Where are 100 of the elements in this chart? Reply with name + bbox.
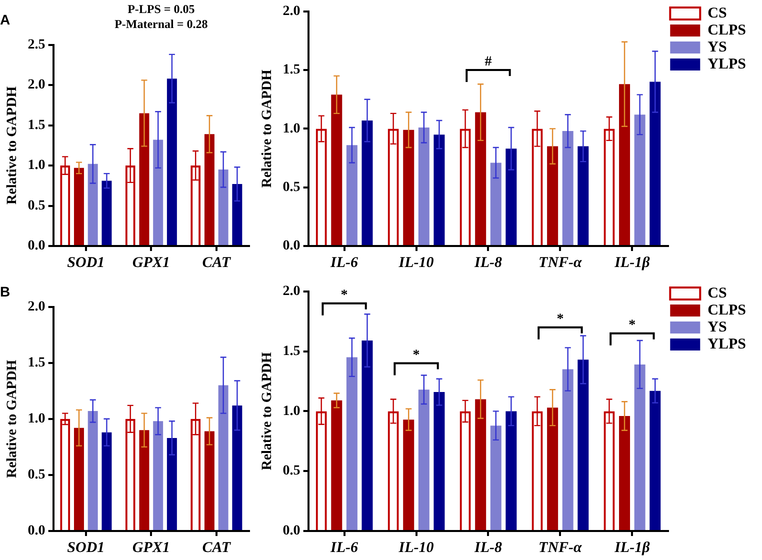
bar: [232, 184, 242, 245]
y-tick-label: 0.0: [28, 238, 46, 254]
bar: [331, 94, 342, 245]
bar: [88, 164, 98, 245]
y-tick-label: 2.0: [28, 78, 46, 93]
y-tick-label: 1.0: [28, 412, 46, 427]
y-tick-label: 0.0: [282, 238, 300, 254]
y-tick-label: 0.0: [28, 524, 46, 539]
bar: [74, 168, 84, 245]
x-tick-label: IL-8: [473, 254, 502, 271]
y-tick-label: 1.0: [282, 121, 300, 136]
bar: [547, 408, 558, 530]
x-tick-label: TNF-α: [538, 254, 583, 271]
y-tick-label: 2.0: [282, 284, 300, 300]
bar: [362, 120, 373, 245]
bar: [547, 146, 558, 245]
y-tick-label: 0.5: [282, 180, 300, 195]
bar: [166, 438, 177, 530]
bar: [166, 78, 177, 245]
x-tick-label: IL-1β: [614, 540, 650, 556]
bar: [634, 114, 646, 245]
bar: [650, 390, 661, 530]
bar: [139, 113, 150, 245]
annotation: #: [484, 54, 492, 70]
y-tick-label: 1.0: [28, 158, 46, 174]
annotation: *: [340, 288, 348, 303]
x-tick-label: GPX1: [132, 254, 170, 271]
bar: [506, 411, 517, 530]
legend-label: CS: [708, 5, 727, 22]
bar: [578, 360, 589, 530]
legend-label: YLPS: [708, 336, 746, 352]
x-tick-label: IL-10: [398, 540, 434, 556]
x-tick-label: CAT: [202, 540, 232, 556]
annotation: *: [412, 348, 420, 363]
y-axis-title: Relative to GAPDH: [5, 86, 20, 204]
text: P-LPS = 0.05: [128, 2, 195, 16]
y-tick-label: 2.0: [28, 299, 46, 314]
legend-label: CLPS: [708, 22, 746, 38]
bar: [619, 416, 630, 530]
legend-label: CS: [708, 285, 727, 302]
bar: [506, 148, 517, 245]
bar: [475, 112, 486, 245]
bar: [74, 428, 84, 530]
bar: [434, 134, 445, 245]
bar: [139, 430, 150, 530]
bar: [562, 131, 574, 245]
chart-title: B: [0, 283, 10, 300]
annotation: *: [628, 318, 636, 333]
legend-label: YS: [708, 39, 727, 56]
bar: [650, 82, 661, 245]
x-tick-label: IL-1β: [614, 254, 650, 271]
y-tick-label: 2.5: [28, 37, 46, 52]
x-tick-label: CAT: [202, 254, 232, 271]
chart-title: A: [0, 11, 10, 28]
y-tick-label: 0.5: [28, 468, 46, 483]
bar: [418, 390, 430, 530]
x-tick-label: SOD1: [67, 254, 105, 271]
bar: [153, 421, 164, 530]
bar: [102, 432, 112, 530]
bar: [490, 426, 502, 530]
annotation: *: [556, 312, 564, 327]
text: P-Maternal = 0.28: [114, 17, 208, 32]
y-tick-label: 1.5: [28, 118, 46, 133]
bar: [153, 140, 164, 245]
y-tick-label: 0.5: [282, 464, 300, 479]
x-tick-label: IL-10: [398, 254, 434, 271]
bar: [88, 411, 98, 530]
bar: [634, 364, 646, 530]
y-tick-label: 0.0: [282, 524, 300, 539]
bar: [204, 134, 214, 245]
bar: [403, 130, 414, 245]
x-tick-label: SOD1: [67, 540, 105, 556]
x-tick-label: TNF-α: [538, 540, 583, 556]
bar: [331, 400, 342, 530]
x-tick-label: IL-6: [330, 540, 359, 556]
y-axis-title: Relative to GAPDH: [260, 352, 276, 470]
bar: [346, 145, 358, 245]
y-axis-title: Relative to GAPDH: [5, 360, 20, 478]
bar: [403, 420, 414, 530]
legend-label: YLPS: [708, 56, 746, 72]
y-tick-label: 1.5: [28, 355, 46, 370]
y-tick-label: 1.0: [282, 404, 300, 419]
bar: [475, 399, 486, 530]
bar: [619, 84, 630, 245]
bar: [362, 340, 373, 530]
y-tick-label: 1.5: [282, 62, 300, 78]
legend-label: YS: [708, 319, 727, 336]
bar: [434, 392, 445, 530]
legend-label: CLPS: [708, 302, 746, 318]
bar: [418, 128, 430, 245]
x-tick-label: IL-6: [330, 254, 359, 271]
bar: [218, 385, 228, 530]
x-tick-label: IL-8: [473, 540, 502, 556]
bar: [346, 357, 358, 530]
bar: [562, 369, 574, 530]
bar: [490, 162, 502, 245]
bar: [102, 180, 112, 245]
y-tick-label: 2.0: [282, 4, 300, 20]
bar: [218, 170, 228, 245]
y-tick-label: 0.5: [28, 198, 46, 214]
